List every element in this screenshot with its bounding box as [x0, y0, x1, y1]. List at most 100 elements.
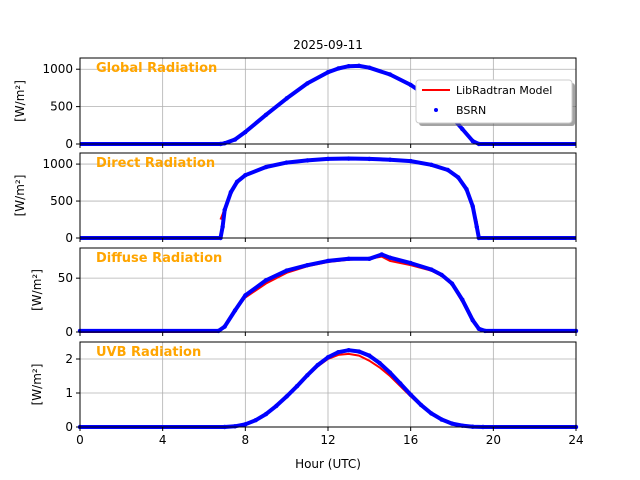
- bsrn-point: [325, 70, 331, 75]
- bsrn-point: [305, 81, 310, 86]
- bsrn-point: [263, 278, 269, 283]
- bsrn-point: [305, 263, 310, 268]
- bsrn-point: [439, 272, 444, 278]
- y-tick-label: 0: [65, 137, 73, 151]
- panel-label: Diffuse Radiation: [96, 251, 222, 266]
- bsrn-point: [429, 267, 434, 272]
- bsrn-point: [476, 326, 482, 331]
- y-tick-label: 500: [50, 194, 73, 208]
- bsrn-point: [274, 403, 279, 409]
- y-axis-label: [W/m²]: [13, 80, 27, 122]
- y-tick-label: 500: [50, 100, 73, 114]
- bsrn-point: [253, 418, 258, 423]
- bsrn-point: [470, 317, 475, 323]
- x-tick-label: 4: [159, 433, 167, 447]
- x-tick-label: 12: [320, 433, 335, 447]
- bsrn-point: [232, 424, 238, 429]
- panel-label: UVB Radiation: [96, 345, 201, 360]
- bsrn-point: [398, 381, 403, 386]
- bsrn-point: [460, 297, 465, 302]
- x-tick-label: 0: [76, 433, 84, 447]
- bsrn-point: [284, 394, 289, 399]
- bsrn-point: [367, 65, 372, 70]
- bsrn-point: [456, 175, 461, 180]
- x-tick-label: 24: [568, 433, 583, 447]
- bsrn-point: [243, 172, 248, 178]
- y-tick-label: 2: [65, 352, 73, 366]
- bsrn-point: [387, 157, 393, 162]
- y-tick-label: 1000: [42, 62, 73, 76]
- bsrn-point: [325, 258, 331, 264]
- panel-label: Global Radiation: [96, 61, 217, 76]
- bsrn-point: [429, 162, 434, 168]
- panel-label: Direct Radiation: [96, 156, 215, 171]
- bsrn-point: [387, 255, 393, 260]
- bsrn-point: [408, 82, 413, 88]
- bsrn-point: [346, 156, 351, 161]
- bsrn-point: [315, 362, 320, 368]
- bsrn-point: [243, 129, 248, 135]
- bsrn-point: [346, 347, 351, 353]
- panel-3: 0 50 [W/m²] Diffuse Radiation: [30, 247, 579, 339]
- x-tick-label: 20: [486, 433, 501, 447]
- bsrn-point: [294, 384, 300, 389]
- bsrn-point: [346, 64, 351, 69]
- bsrn-point: [220, 224, 225, 230]
- bsrn-point: [449, 421, 455, 426]
- series-bsrn-line: [78, 252, 578, 333]
- legend: LibRadtran Model BSRN: [415, 79, 575, 126]
- y-axis-label: [W/m²]: [30, 364, 44, 406]
- bsrn-point: [346, 256, 351, 261]
- y-tick-label: 0: [65, 231, 73, 245]
- bsrn-point: [336, 66, 341, 71]
- bsrn-point: [439, 417, 444, 422]
- bsrn-point: [232, 308, 238, 313]
- bsrn-point: [222, 141, 227, 146]
- bsrn-point: [367, 353, 372, 358]
- bsrn-point: [387, 370, 393, 375]
- legend-dot-bsrn: [434, 108, 438, 112]
- bsrn-point: [325, 355, 331, 360]
- series-bsrn-line: [78, 348, 578, 429]
- bsrn-point: [284, 96, 289, 101]
- bsrn-point: [243, 293, 248, 298]
- bsrn-point: [377, 360, 382, 366]
- bsrn-point: [263, 411, 269, 417]
- bsrn-point: [387, 72, 393, 77]
- bsrn-point: [222, 207, 227, 213]
- bsrn-point: [429, 411, 434, 416]
- bsrn-point: [408, 158, 413, 164]
- bsrn-point: [222, 324, 227, 329]
- bsrn-point: [305, 373, 310, 378]
- bsrn-point: [464, 187, 469, 192]
- series-bsrn-line: [218, 156, 481, 240]
- bsrn-point: [474, 224, 479, 230]
- bsrn-point: [418, 402, 424, 408]
- figure-title: 2025-09-11: [293, 38, 363, 52]
- bsrn-point: [408, 260, 413, 266]
- bsrn-point: [336, 350, 341, 355]
- bsrn-point: [449, 281, 455, 286]
- bsrn-point: [305, 158, 310, 163]
- bsrn-point: [325, 156, 331, 162]
- panel-2: 0 500 1000 [W/m²] Direct Radiation: [13, 152, 577, 245]
- bsrn-point: [284, 160, 289, 165]
- y-tick-label: 1: [65, 386, 73, 400]
- bsrn-point: [367, 156, 372, 162]
- x-axis-label: Hour (UTC): [295, 457, 361, 471]
- bsrn-point: [460, 126, 465, 132]
- bsrn-point: [408, 392, 413, 397]
- bsrn-point: [263, 112, 269, 118]
- bsrn-point: [367, 256, 372, 261]
- x-tick-label: 16: [403, 433, 418, 447]
- bsrn-point: [234, 179, 240, 185]
- y-tick-label: 0: [65, 325, 73, 339]
- bsrn-point: [263, 164, 269, 170]
- x-tick-label: 8: [242, 433, 250, 447]
- bsrn-point: [470, 204, 475, 209]
- bsrn-point: [243, 422, 248, 427]
- legend-label-model: LibRadtran Model: [456, 84, 552, 97]
